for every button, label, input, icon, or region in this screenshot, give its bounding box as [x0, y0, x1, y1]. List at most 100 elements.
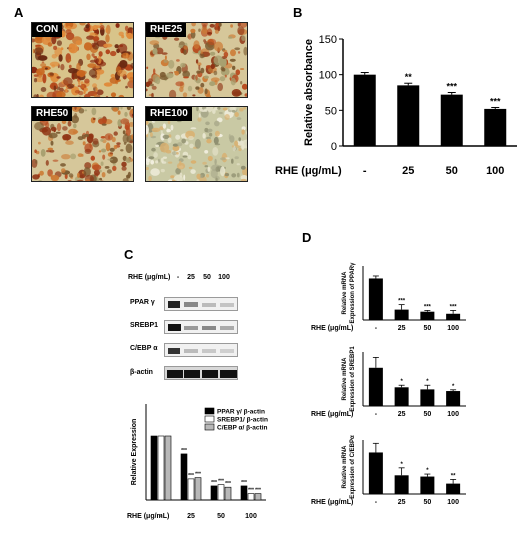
cell-mark — [175, 134, 181, 140]
cell-mark — [109, 156, 118, 164]
cell-mark — [126, 107, 131, 111]
cell-mark — [240, 81, 243, 85]
y-axis-label: Relative mRNA — [342, 271, 348, 315]
cell-mark — [162, 134, 170, 139]
cell-mark — [76, 70, 86, 78]
y-tick-label: 100 — [319, 70, 337, 82]
bar — [217, 484, 225, 501]
x-tick-label: 50 — [217, 513, 225, 520]
cell-mark — [210, 77, 220, 82]
cell-mark — [146, 125, 149, 135]
bar — [368, 452, 383, 494]
cell-mark — [74, 107, 77, 111]
panel-b-chart: 0 50 100 150 Relative absorbance - ** 25 *** 50 **… — [275, 34, 517, 177]
cell-mark — [107, 158, 114, 161]
cell-mark — [159, 142, 170, 153]
micrograph-label: RHE100 — [146, 107, 192, 121]
cell-mark — [236, 172, 240, 178]
cell-mark — [160, 133, 165, 141]
cell-mark — [182, 151, 189, 157]
cell-mark — [77, 136, 84, 141]
cell-mark — [50, 140, 54, 146]
cell-mark — [146, 167, 149, 170]
significance-label: *** — [424, 304, 432, 310]
cell-mark — [194, 139, 201, 149]
cell-mark — [206, 136, 211, 140]
bar — [420, 389, 435, 406]
cell-mark — [34, 47, 44, 56]
cell-mark — [92, 138, 99, 145]
cell-mark — [120, 107, 123, 110]
cell-mark — [196, 70, 201, 74]
bar — [394, 309, 409, 320]
cell-mark — [234, 156, 239, 160]
cell-mark — [153, 152, 158, 158]
x-tick-label: 100 — [245, 513, 257, 520]
x-tick-label: 50 — [423, 411, 431, 418]
cell-mark — [203, 39, 206, 43]
cell-mark — [33, 94, 38, 97]
x-axis-label: RHE (μg/mL) — [311, 499, 353, 506]
cell-mark — [45, 67, 48, 70]
bar — [164, 435, 172, 501]
bar — [446, 483, 461, 494]
y-axis-label: Relative mRNA — [342, 445, 348, 489]
cell-mark — [91, 53, 95, 57]
bar — [440, 94, 463, 146]
cell-mark — [237, 23, 241, 27]
cell-mark — [102, 154, 106, 160]
cell-mark — [239, 107, 244, 112]
cell-mark — [40, 87, 47, 92]
bar — [187, 478, 195, 501]
cell-mark — [200, 82, 205, 88]
cell-mark — [202, 133, 206, 139]
cell-mark — [78, 96, 82, 97]
micrograph-rhe100: RHE100 — [145, 106, 248, 182]
cell-mark — [37, 55, 48, 61]
cell-mark — [56, 76, 61, 79]
cell-mark — [34, 149, 37, 153]
cell-mark — [146, 66, 149, 70]
x-tick-label: - — [375, 325, 378, 332]
cell-mark — [187, 85, 193, 92]
cell-mark — [220, 66, 225, 71]
cell-mark — [193, 40, 200, 50]
cell-mark — [78, 79, 81, 86]
cell-mark — [243, 46, 247, 56]
cell-mark — [190, 160, 197, 164]
cell-mark — [86, 53, 91, 60]
micrograph-label: RHE25 — [146, 23, 187, 37]
significance-label: * — [426, 379, 429, 385]
cell-mark — [223, 51, 229, 58]
x-tick-label: - — [160, 513, 163, 520]
cell-mark — [148, 156, 155, 160]
bar — [254, 493, 262, 501]
cell-mark — [161, 52, 168, 55]
x-axis-label: RHE (μg/mL) — [311, 325, 353, 332]
cell-mark — [204, 88, 208, 95]
cell-mark — [126, 32, 133, 39]
cell-mark — [109, 152, 114, 155]
cell-mark — [195, 59, 199, 64]
legend-label: PPAR γ/ β-actin — [217, 409, 265, 416]
cell-mark — [75, 40, 83, 46]
cell-mark — [200, 50, 203, 55]
micrograph-con: CON — [31, 22, 134, 98]
micrograph-rhe25: RHE25 — [145, 22, 248, 98]
cell-mark — [101, 123, 107, 126]
cell-mark — [60, 63, 65, 71]
cell-mark — [61, 154, 71, 160]
bar — [420, 476, 435, 494]
cell-mark — [71, 73, 75, 77]
cell-mark — [95, 87, 98, 93]
bar — [446, 313, 461, 320]
cell-mark — [111, 136, 116, 143]
cell-mark — [86, 35, 95, 40]
cell-mark — [113, 131, 118, 136]
cell-mark — [196, 107, 199, 112]
cell-mark — [214, 130, 220, 137]
cell-mark — [190, 28, 196, 33]
cell-mark — [71, 115, 79, 124]
cell-mark — [65, 32, 75, 41]
cell-mark — [100, 161, 104, 166]
